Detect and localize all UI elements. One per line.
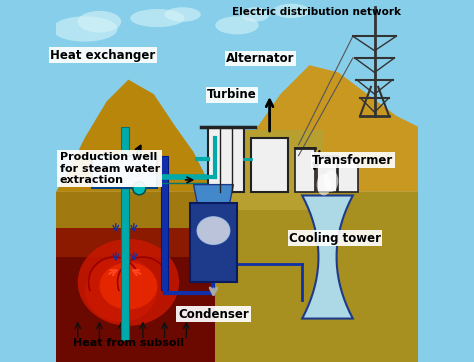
Ellipse shape xyxy=(197,216,230,245)
Ellipse shape xyxy=(100,262,157,310)
Ellipse shape xyxy=(78,11,121,33)
Ellipse shape xyxy=(78,239,179,326)
Text: Heat exchanger: Heat exchanger xyxy=(50,49,155,62)
Bar xyxy=(92,156,157,188)
Text: Alternator: Alternator xyxy=(226,52,295,65)
Ellipse shape xyxy=(164,7,201,22)
Ellipse shape xyxy=(241,7,270,22)
Text: Transformer: Transformer xyxy=(312,153,393,167)
Polygon shape xyxy=(215,192,418,362)
Text: Production well
for steam water
extraction: Production well for steam water extracti… xyxy=(60,152,160,185)
Text: Turbine: Turbine xyxy=(207,88,256,101)
Bar xyxy=(338,159,358,192)
Polygon shape xyxy=(193,65,418,192)
Text: Heat from subsoil: Heat from subsoil xyxy=(73,337,184,348)
Bar xyxy=(190,203,237,282)
Polygon shape xyxy=(56,257,215,362)
Ellipse shape xyxy=(53,16,118,42)
Polygon shape xyxy=(56,80,208,192)
Bar xyxy=(161,156,168,290)
Polygon shape xyxy=(56,192,418,362)
Ellipse shape xyxy=(130,9,184,27)
Bar xyxy=(252,138,288,192)
Polygon shape xyxy=(302,195,353,319)
Text: Cooling tower: Cooling tower xyxy=(289,232,381,245)
Text: Condenser: Condenser xyxy=(178,308,249,321)
Ellipse shape xyxy=(324,170,338,192)
Bar xyxy=(121,127,129,340)
Polygon shape xyxy=(56,192,215,228)
Bar xyxy=(317,156,337,192)
Bar xyxy=(295,148,315,192)
Ellipse shape xyxy=(317,174,331,195)
Polygon shape xyxy=(56,192,215,362)
Bar xyxy=(208,127,244,192)
Ellipse shape xyxy=(85,257,157,322)
Polygon shape xyxy=(193,185,233,203)
Circle shape xyxy=(133,182,146,195)
Ellipse shape xyxy=(273,4,310,18)
Bar xyxy=(208,130,324,210)
Ellipse shape xyxy=(215,16,259,34)
Text: Electric distribution network: Electric distribution network xyxy=(232,7,401,17)
